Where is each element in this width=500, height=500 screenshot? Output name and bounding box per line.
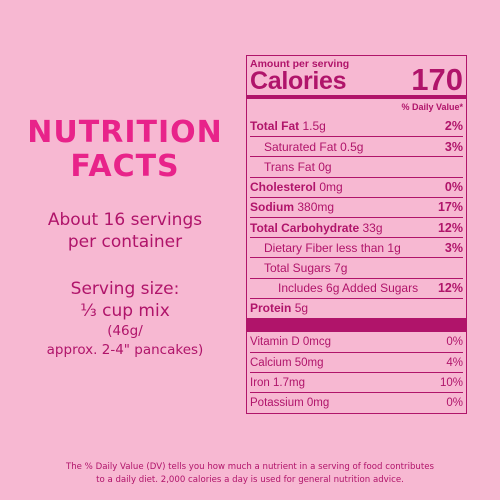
vitamin-daily-value: 0% [446,397,463,410]
calories-value: 170 [411,62,463,97]
nutrient-amount: 1.5g [302,119,326,134]
vitamin-amount: 1.7mg [273,376,305,389]
nutrient-row: Saturated Fat 0.5g 3% [250,136,463,156]
nutrient-amount: 7g [334,260,348,275]
nutrient-daily-value: 17% [437,200,463,215]
nutrient-daily-value: 3% [444,240,463,255]
nutrient-name: Dietary Fiber less than 1g [250,241,401,255]
nutrient-row: Trans Fat 0g [250,156,463,176]
vitamin-amount: 0mg [306,397,330,410]
vitamin-daily-value: 10% [439,376,463,389]
nutrition-label: Amount per serving Calories 170 % Daily … [246,55,467,414]
nutrient-row: Includes 6g Added Sugars 12% [250,277,463,298]
nutrient-name-bold: Total Carbohydrate [250,220,360,235]
nutrient-name: Total Carbohydrate 33g [250,221,383,235]
servings-line-1: About 16 servings [47,210,203,230]
serving-size-amount: ⅓ cup mix [80,301,170,321]
heading-nutrition: NUTRITION [27,115,223,150]
nutrient-name-text: Includes 6g Added Sugars [278,281,419,296]
vitamin-list: Vitamin D 0mcg 0% Calcium 50mg 4% Iron 1.7mg… [250,332,463,413]
heading-facts: FACTS [70,149,180,184]
nutrient-amount: 5g [294,301,309,316]
nutrient-name-text: Total Sugars [264,260,331,275]
nutrient-row: Protein 5g [250,297,463,318]
nutrient-name-bold: Sodium [250,200,294,215]
vitamin-name: Iron 1.7mg [250,377,305,389]
nutrient-amount: less than 1g [336,240,401,255]
nutrient-amount: 0mg [319,180,343,195]
vitamin-name-text: Potassium [250,397,304,410]
nutrient-name: Sodium 380mg [250,200,334,214]
footnote-line-2: to a daily diet. 2,000 calories a day is… [96,474,404,485]
calories-label: Calories [250,67,347,95]
nutrient-name: Protein 5g [250,301,308,315]
servings-line-2: per container [67,232,183,252]
vitamin-amount: 0mcg [302,335,331,348]
vitamin-name: Calcium 50mg [250,357,324,369]
nutrient-row: Total Carbohydrate 33g 12% [250,216,463,237]
nutrient-amount: 380mg [297,200,335,215]
serving-size-grams: (46g/ [107,323,143,339]
nutrient-row: Dietary Fiber less than 1g 3% [250,237,463,257]
vitamin-row: Calcium 50mg 4% [250,352,463,372]
nutrient-daily-value: 3% [444,139,463,154]
daily-value-header: % Daily Value* [401,102,463,112]
calories-row: Calories 170 [250,62,463,97]
nutrient-row: Cholesterol 0mg 0% [250,176,463,197]
nutrient-name-text: Saturated Fat [264,139,337,154]
vitamin-name: Vitamin D 0mcg [250,336,331,348]
nutrient-name-bold: Total Fat [250,119,300,134]
vitamin-row: Vitamin D 0mcg 0% [250,332,463,352]
vitamin-daily-value: 4% [446,356,463,369]
nutrient-name-text: Dietary Fiber [264,240,333,255]
nutrient-name-text: Trans Fat [264,159,315,174]
nutrient-amount: 33g [362,220,383,235]
rule-bar-vitamins [247,317,466,332]
nutrient-amount: 0g [318,159,332,174]
nutrient-daily-value: 2% [444,119,463,134]
vitamin-name-text: Calcium [250,356,292,369]
servings-per-container: About 16 servings per container [0,209,250,253]
nutrient-name: Total Fat 1.5g [250,119,326,133]
serving-size-pancakes: approx. 2-4" pancakes) [46,342,204,358]
vitamin-row: Iron 1.7mg 10% [250,372,463,392]
footnote: The % Daily Value (DV) tells you how muc… [55,461,445,486]
nutrient-daily-value: 12% [437,220,463,235]
footnote-line-1: The % Daily Value (DV) tells you how muc… [65,462,435,472]
nutrient-row: Total Sugars 7g [250,257,463,277]
vitamin-name-text: Vitamin D [250,335,300,348]
nutrient-row: Total Fat 1.5g 2% [250,116,463,136]
vitamin-daily-value: 0% [446,335,463,348]
nutrient-name: Includes 6g Added Sugars [250,281,418,295]
nutrient-daily-value: 0% [444,180,463,195]
nutrient-daily-value: 12% [437,281,463,296]
serving-size: Serving size: ⅓ cup mix (46g/ approx. 2-… [0,278,250,360]
vitamin-name: Potassium 0mg [250,397,329,409]
nutrient-amount: 0.5g [340,139,364,154]
serving-size-label: Serving size: [70,279,180,299]
nutrient-name-bold: Protein [250,301,292,316]
vitamin-name-text: Iron [250,376,270,389]
nutrient-name-bold: Cholesterol [250,180,317,195]
nutrient-name: Cholesterol 0mg [250,180,343,194]
amount-per-serving: Amount per serving [250,58,350,70]
nutrient-list: Total Fat 1.5g 2% Saturated Fat 0.5g 3% Tran… [250,116,463,318]
nutrient-name: Trans Fat 0g [250,160,332,174]
vitamin-row: Potassium 0mg 0% [250,392,463,412]
rule-bar-calories [247,95,466,99]
nutrient-name: Saturated Fat 0.5g [250,140,363,154]
nutrient-name: Total Sugars 7g [250,261,347,275]
vitamin-amount: 50mg [294,356,324,369]
nutrient-row: Sodium 380mg 17% [250,196,463,217]
